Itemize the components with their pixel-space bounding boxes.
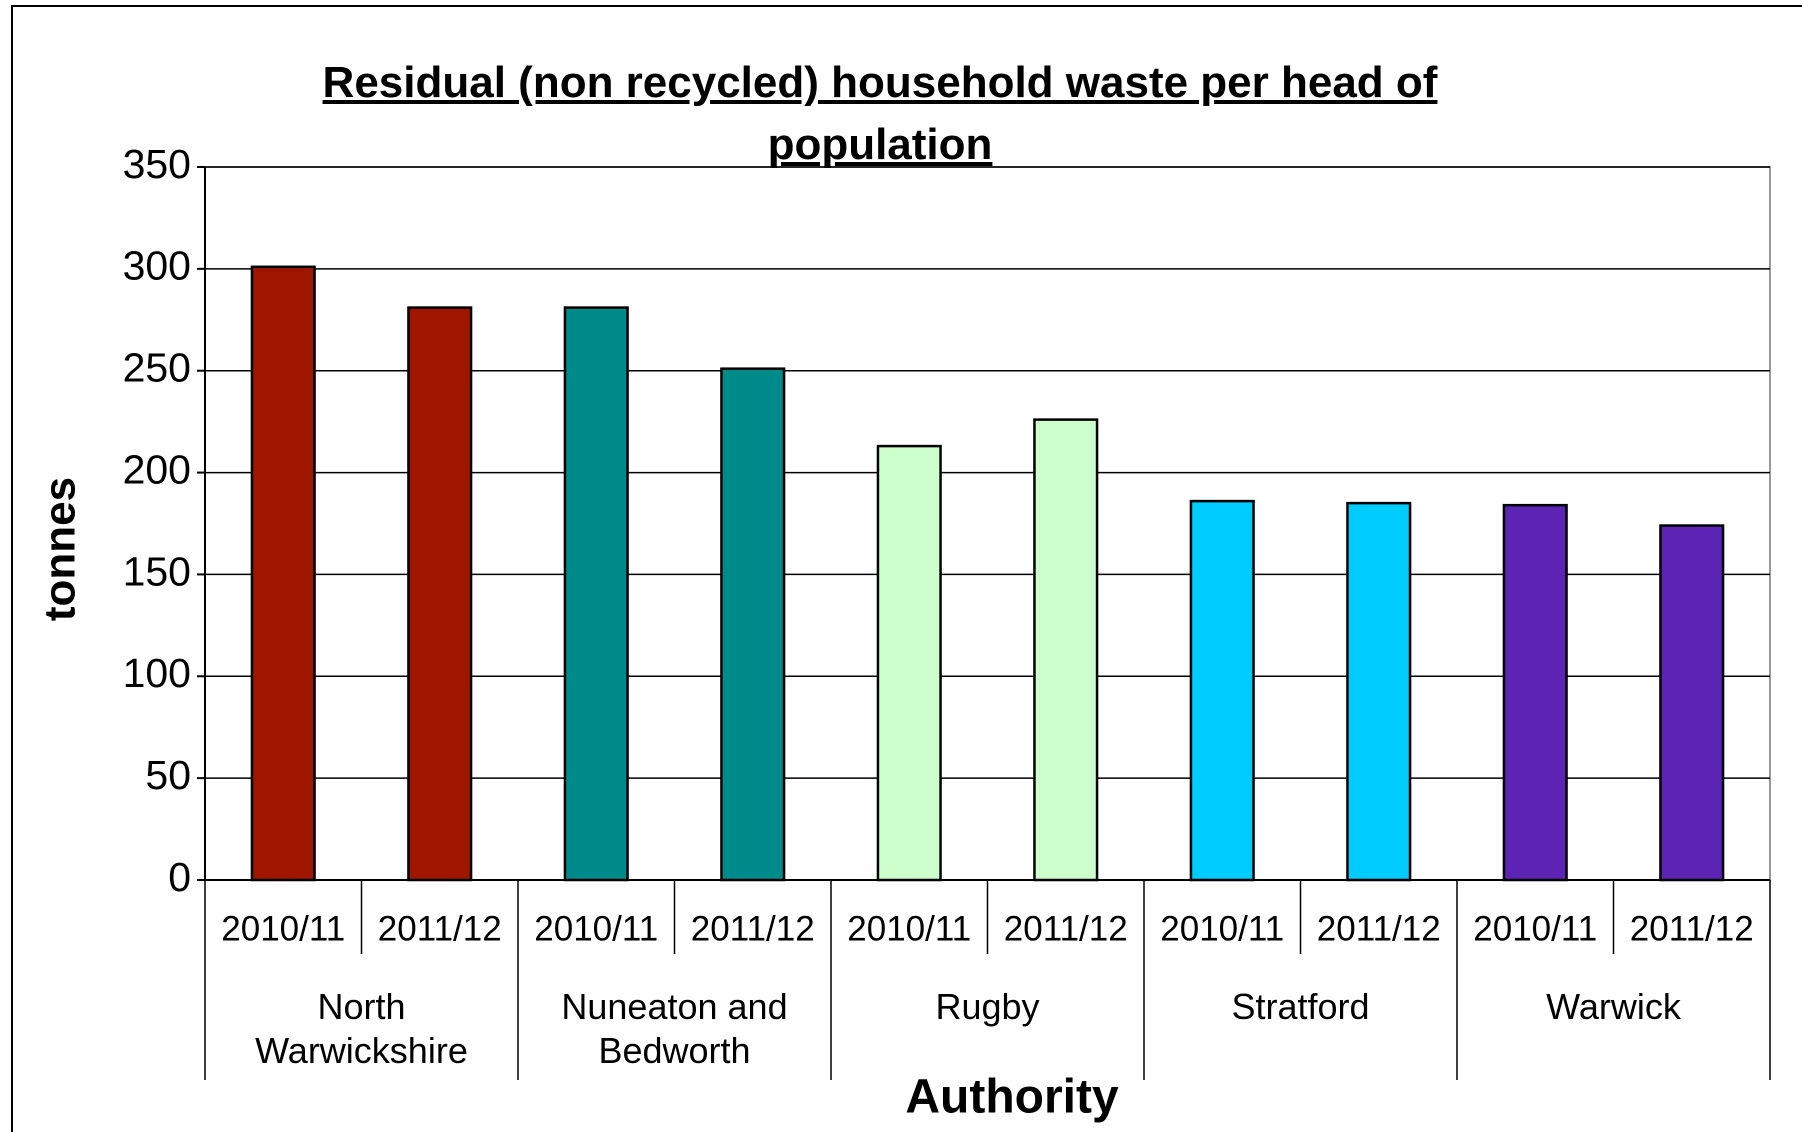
x-tick-label: 2011/12 [1317, 909, 1441, 948]
y-tick-label: 250 [123, 345, 191, 391]
bar [250, 265, 316, 882]
group-label: Warwick [1546, 986, 1681, 1027]
x-tick-label: 2011/12 [378, 909, 502, 948]
y-tick-label: 150 [123, 548, 191, 594]
frame [11, 5, 1802, 1132]
group-label: North Warwickshire [255, 986, 468, 1071]
x-axis-title: Authority [905, 1071, 1119, 1124]
x-tick-label: 2011/12 [691, 909, 815, 948]
x-tick-label: 2011/12 [1630, 909, 1754, 948]
bar [1659, 524, 1725, 882]
bar [1502, 503, 1568, 882]
bar [407, 306, 473, 882]
group-label: Rugby [935, 986, 1040, 1027]
group-label: Nuneaton and Bedworth [561, 986, 788, 1071]
x-tick-label: 2011/12 [1004, 909, 1128, 948]
bar [876, 444, 942, 882]
x-tick-label: 2010/11 [1473, 909, 1597, 948]
chart-title: Residual (non recycled) household waste … [322, 58, 1438, 169]
bar [720, 367, 786, 882]
x-tick-label: 2010/11 [1160, 909, 1284, 948]
y-tick-label: 50 [145, 752, 191, 798]
group-label: Stratford [1231, 986, 1370, 1027]
bar [1033, 418, 1099, 882]
x-tick-label: 2010/11 [847, 909, 971, 948]
y-axis-title: tonnes [36, 477, 85, 621]
x-tick-label: 2010/11 [221, 909, 345, 948]
y-tick-label: 100 [123, 650, 191, 696]
y-tick-label: 350 [123, 141, 191, 187]
y-tick-label: 0 [168, 854, 191, 900]
y-tick-label: 200 [123, 446, 191, 492]
bar [1346, 501, 1412, 882]
y-tick-label: 300 [123, 243, 191, 289]
bar [1189, 499, 1255, 882]
bar [563, 306, 629, 882]
x-tick-label: 2010/11 [534, 909, 658, 948]
